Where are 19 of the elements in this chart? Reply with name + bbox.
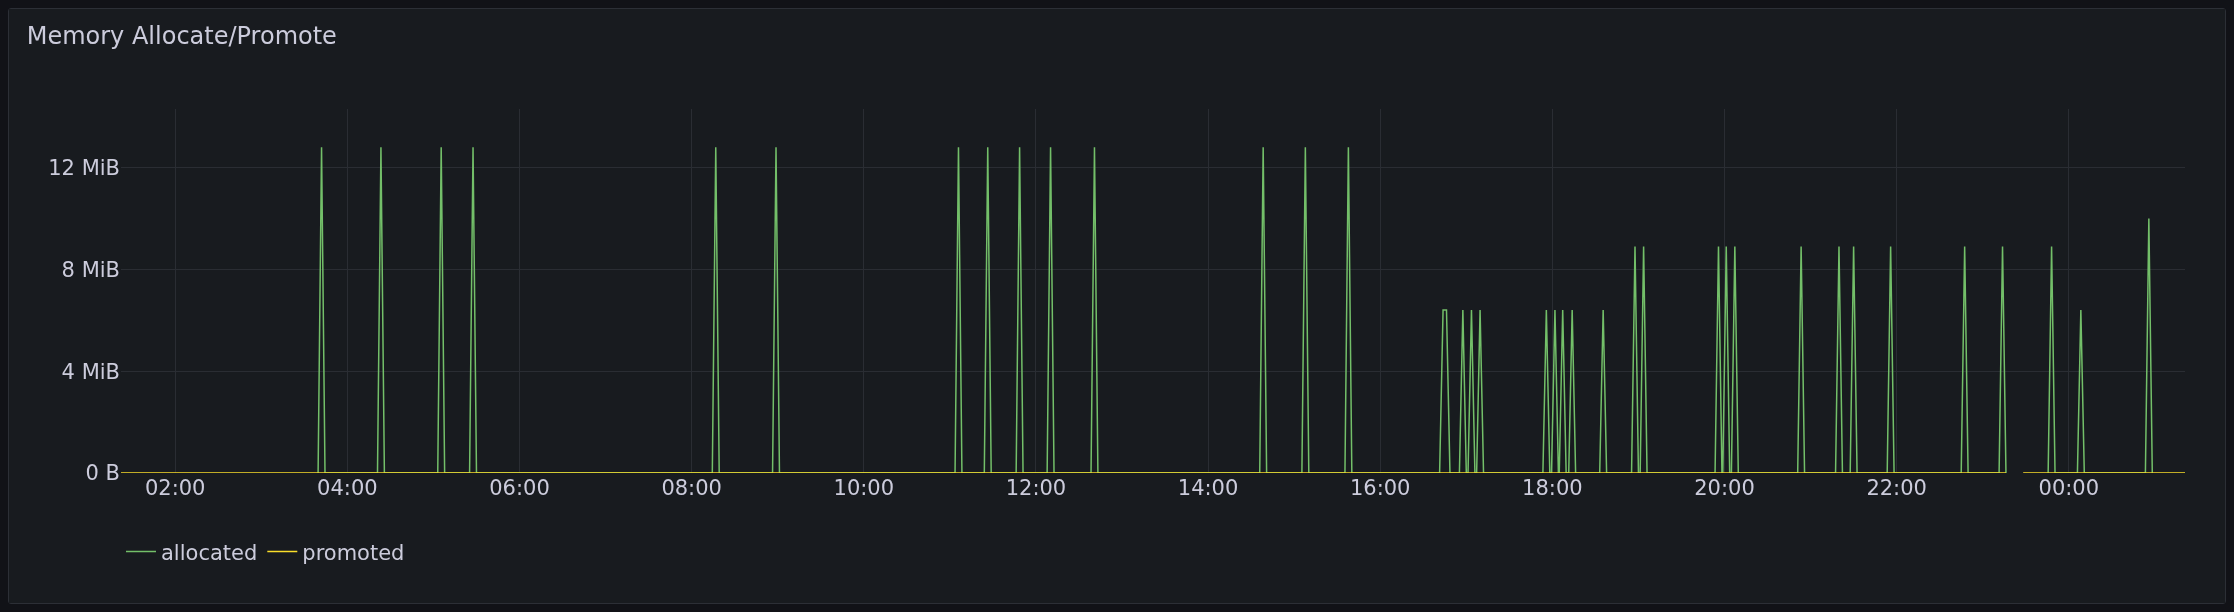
y-tick-label: 8 MiB (61, 257, 120, 282)
x-tick-label: 08:00 (661, 476, 722, 500)
legend-label: promoted (302, 540, 405, 565)
chart-title: Memory Allocate/Promote (26, 21, 337, 50)
y-tick-label: 0 B (85, 461, 120, 486)
legend-label: allocated (161, 540, 258, 565)
x-tick-label: 06:00 (489, 476, 550, 500)
x-tick-label: 10:00 (833, 476, 895, 500)
x-tick-label: 22:00 (1866, 476, 1927, 500)
x-tick-label: 16:00 (1349, 476, 1411, 500)
x-tick-label: 18:00 (1522, 476, 1583, 500)
x-tick-label: 04:00 (317, 476, 378, 500)
x-tick-label: 02:00 (144, 476, 206, 500)
x-tick-label: 20:00 (1694, 476, 1755, 500)
y-tick-label: 12 MiB (48, 155, 120, 180)
y-tick-label: 4 MiB (61, 359, 120, 384)
x-tick-label: 12:00 (1005, 476, 1067, 500)
x-tick-label: 00:00 (2038, 476, 2100, 500)
x-tick-label: 14:00 (1177, 476, 1239, 500)
